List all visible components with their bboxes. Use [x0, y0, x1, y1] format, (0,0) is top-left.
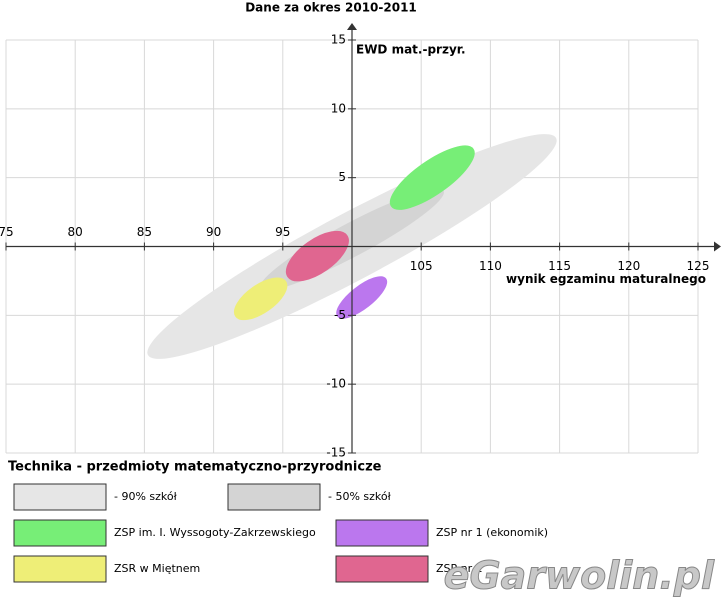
legend-label: - 90% szkół — [114, 490, 178, 503]
x-tick-label: 125 — [687, 259, 710, 273]
x-axis-arrow — [714, 241, 721, 252]
legend-swatch — [13, 483, 107, 511]
y-tick-label: 15 — [331, 33, 346, 47]
x-tick-label: 110 — [479, 259, 502, 273]
x-tick-label: 95 — [275, 225, 290, 239]
legend-label: ZSP nr 2 — [436, 562, 483, 575]
x-tick-label: 90 — [206, 225, 221, 239]
y-tick-label: 10 — [331, 101, 346, 115]
x-tick-label: 80 — [68, 225, 83, 239]
y-axis-arrow — [347, 23, 357, 30]
ellipse — [389, 145, 475, 210]
ellipse — [336, 276, 388, 319]
legend-label: - 50% szkół — [328, 490, 392, 503]
y-tick-label: -5 — [334, 308, 346, 322]
legend-swatch — [13, 555, 107, 583]
legend-label: ZSR w Miętnem — [114, 562, 200, 575]
legend-swatch — [13, 519, 107, 547]
legend-label: ZSP im. I. Wyssogoty-Zakrzewskiego — [114, 526, 316, 539]
ellipse — [233, 277, 288, 321]
chart-title: Dane za okres 2010-2011 — [245, 1, 417, 15]
legend-swatch — [335, 519, 429, 547]
y-tick-label: -15 — [326, 446, 346, 460]
x-tick-label: 85 — [137, 225, 152, 239]
x-axis-label: wynik egzaminu maturalnego — [506, 272, 706, 286]
legend-swatch — [335, 555, 429, 583]
y-axis-label: EWD mat.-przyr. — [356, 43, 466, 57]
y-tick-label: 5 — [338, 170, 346, 184]
x-tick-label: 105 — [410, 259, 433, 273]
ellipse — [285, 230, 349, 282]
x-tick-label: 115 — [548, 259, 571, 273]
legend-swatch — [227, 483, 321, 511]
legend-title: Technika - przedmioty matematyczno-przyr… — [8, 460, 382, 475]
watermark: eGarwolin.pl — [444, 554, 715, 598]
y-tick-label: -10 — [326, 377, 346, 391]
x-tick-label: 75 — [0, 225, 14, 239]
legend: - 90% szkół - 50% szkół ZSP im. I. Wyssogo… — [13, 483, 548, 583]
legend-label: ZSP nr 1 (ekonomik) — [436, 526, 548, 539]
x-tick-label: 120 — [617, 259, 640, 273]
